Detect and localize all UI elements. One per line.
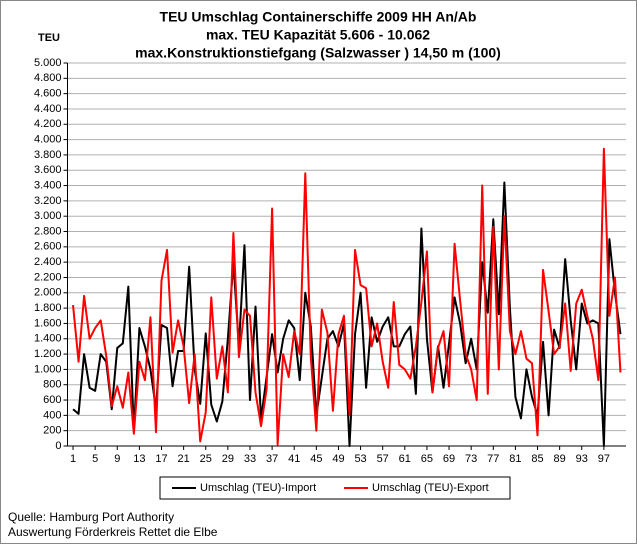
x-tick-label: 53 [354, 453, 366, 465]
y-tick-label: 1.400 [34, 333, 62, 345]
series-line [72, 181, 622, 447]
y-axis-label: TEU [38, 32, 60, 44]
source: Auswertung Förderkreis Rettet die Elbe [8, 525, 218, 539]
y-tick-label: 3.600 [34, 164, 62, 176]
x-tick-label: 25 [200, 453, 212, 465]
legend-box [159, 476, 511, 500]
y-tick-label: 2.600 [34, 241, 62, 253]
series-line [72, 147, 622, 446]
x-tick-label: 89 [554, 453, 566, 465]
y-tick-label: 400 [43, 409, 61, 421]
x-tick-label: 65 [421, 453, 433, 465]
y-tick-label: 4.400 [34, 103, 62, 115]
x-tick-label: 33 [244, 453, 256, 465]
x-tick-label: 17 [155, 453, 167, 465]
x-tick-label: 97 [598, 453, 610, 465]
y-tick-label: 1.800 [34, 302, 62, 314]
y-tick-label: 4.000 [34, 134, 62, 146]
x-tick-label: 41 [288, 453, 300, 465]
title-line: TEU Umschlag Containerschiffe 2009 HH An… [160, 9, 477, 25]
y-tick-label: 3.400 [34, 179, 62, 191]
x-tick-label: 69 [443, 453, 455, 465]
x-tick-label: 57 [377, 453, 389, 465]
y-tick-label: 3.800 [34, 149, 62, 161]
x-tick-label: 49 [332, 453, 344, 465]
y-tick-label: 4.600 [34, 88, 62, 100]
source: Quelle: Hamburg Port Authority [8, 510, 174, 524]
y-tick-label: 4.800 [34, 72, 62, 84]
x-tick-label: 73 [465, 453, 477, 465]
x-tick-label: 45 [310, 453, 322, 465]
x-tick-label: 5 [92, 453, 98, 465]
x-tick-label: 77 [487, 453, 499, 465]
y-tick-label: 2.200 [34, 271, 62, 283]
y-tick-label: 3.000 [34, 210, 62, 222]
x-tick-label: 1 [70, 453, 76, 465]
y-tick-label: 5.000 [34, 57, 62, 69]
x-tick-label: 21 [177, 453, 189, 465]
title-line: max. TEU Kapazität 5.606 - 10.062 [206, 27, 430, 43]
y-tick-label: 2.000 [34, 287, 62, 299]
y-tick-label: 600 [43, 394, 61, 406]
y-tick-label: 200 [43, 425, 61, 437]
y-tick-label: 1.600 [34, 317, 62, 329]
x-tick-label: 93 [576, 453, 588, 465]
y-tick-label: 800 [43, 379, 61, 391]
y-tick-label: 1.200 [34, 348, 62, 360]
legend-label: Umschlag (TEU)-Export [372, 482, 489, 494]
legend-label: Umschlag (TEU)-Import [200, 482, 316, 494]
y-tick-label: 0 [55, 440, 61, 452]
y-tick-label: 2.800 [34, 225, 62, 237]
x-tick-label: 9 [114, 453, 120, 465]
x-tick-label: 61 [399, 453, 411, 465]
y-tick-label: 4.200 [34, 118, 62, 130]
y-tick-label: 3.200 [34, 195, 62, 207]
y-tick-label: 1.000 [34, 363, 62, 375]
x-tick-label: 29 [222, 453, 234, 465]
title-line: max.Konstruktionstiefgang (Salzwasser ) … [135, 45, 501, 61]
x-tick-label: 13 [133, 453, 145, 465]
x-tick-label: 37 [266, 453, 278, 465]
y-tick-label: 2.400 [34, 256, 62, 268]
x-tick-label: 85 [531, 453, 543, 465]
x-tick-label: 81 [509, 453, 521, 465]
